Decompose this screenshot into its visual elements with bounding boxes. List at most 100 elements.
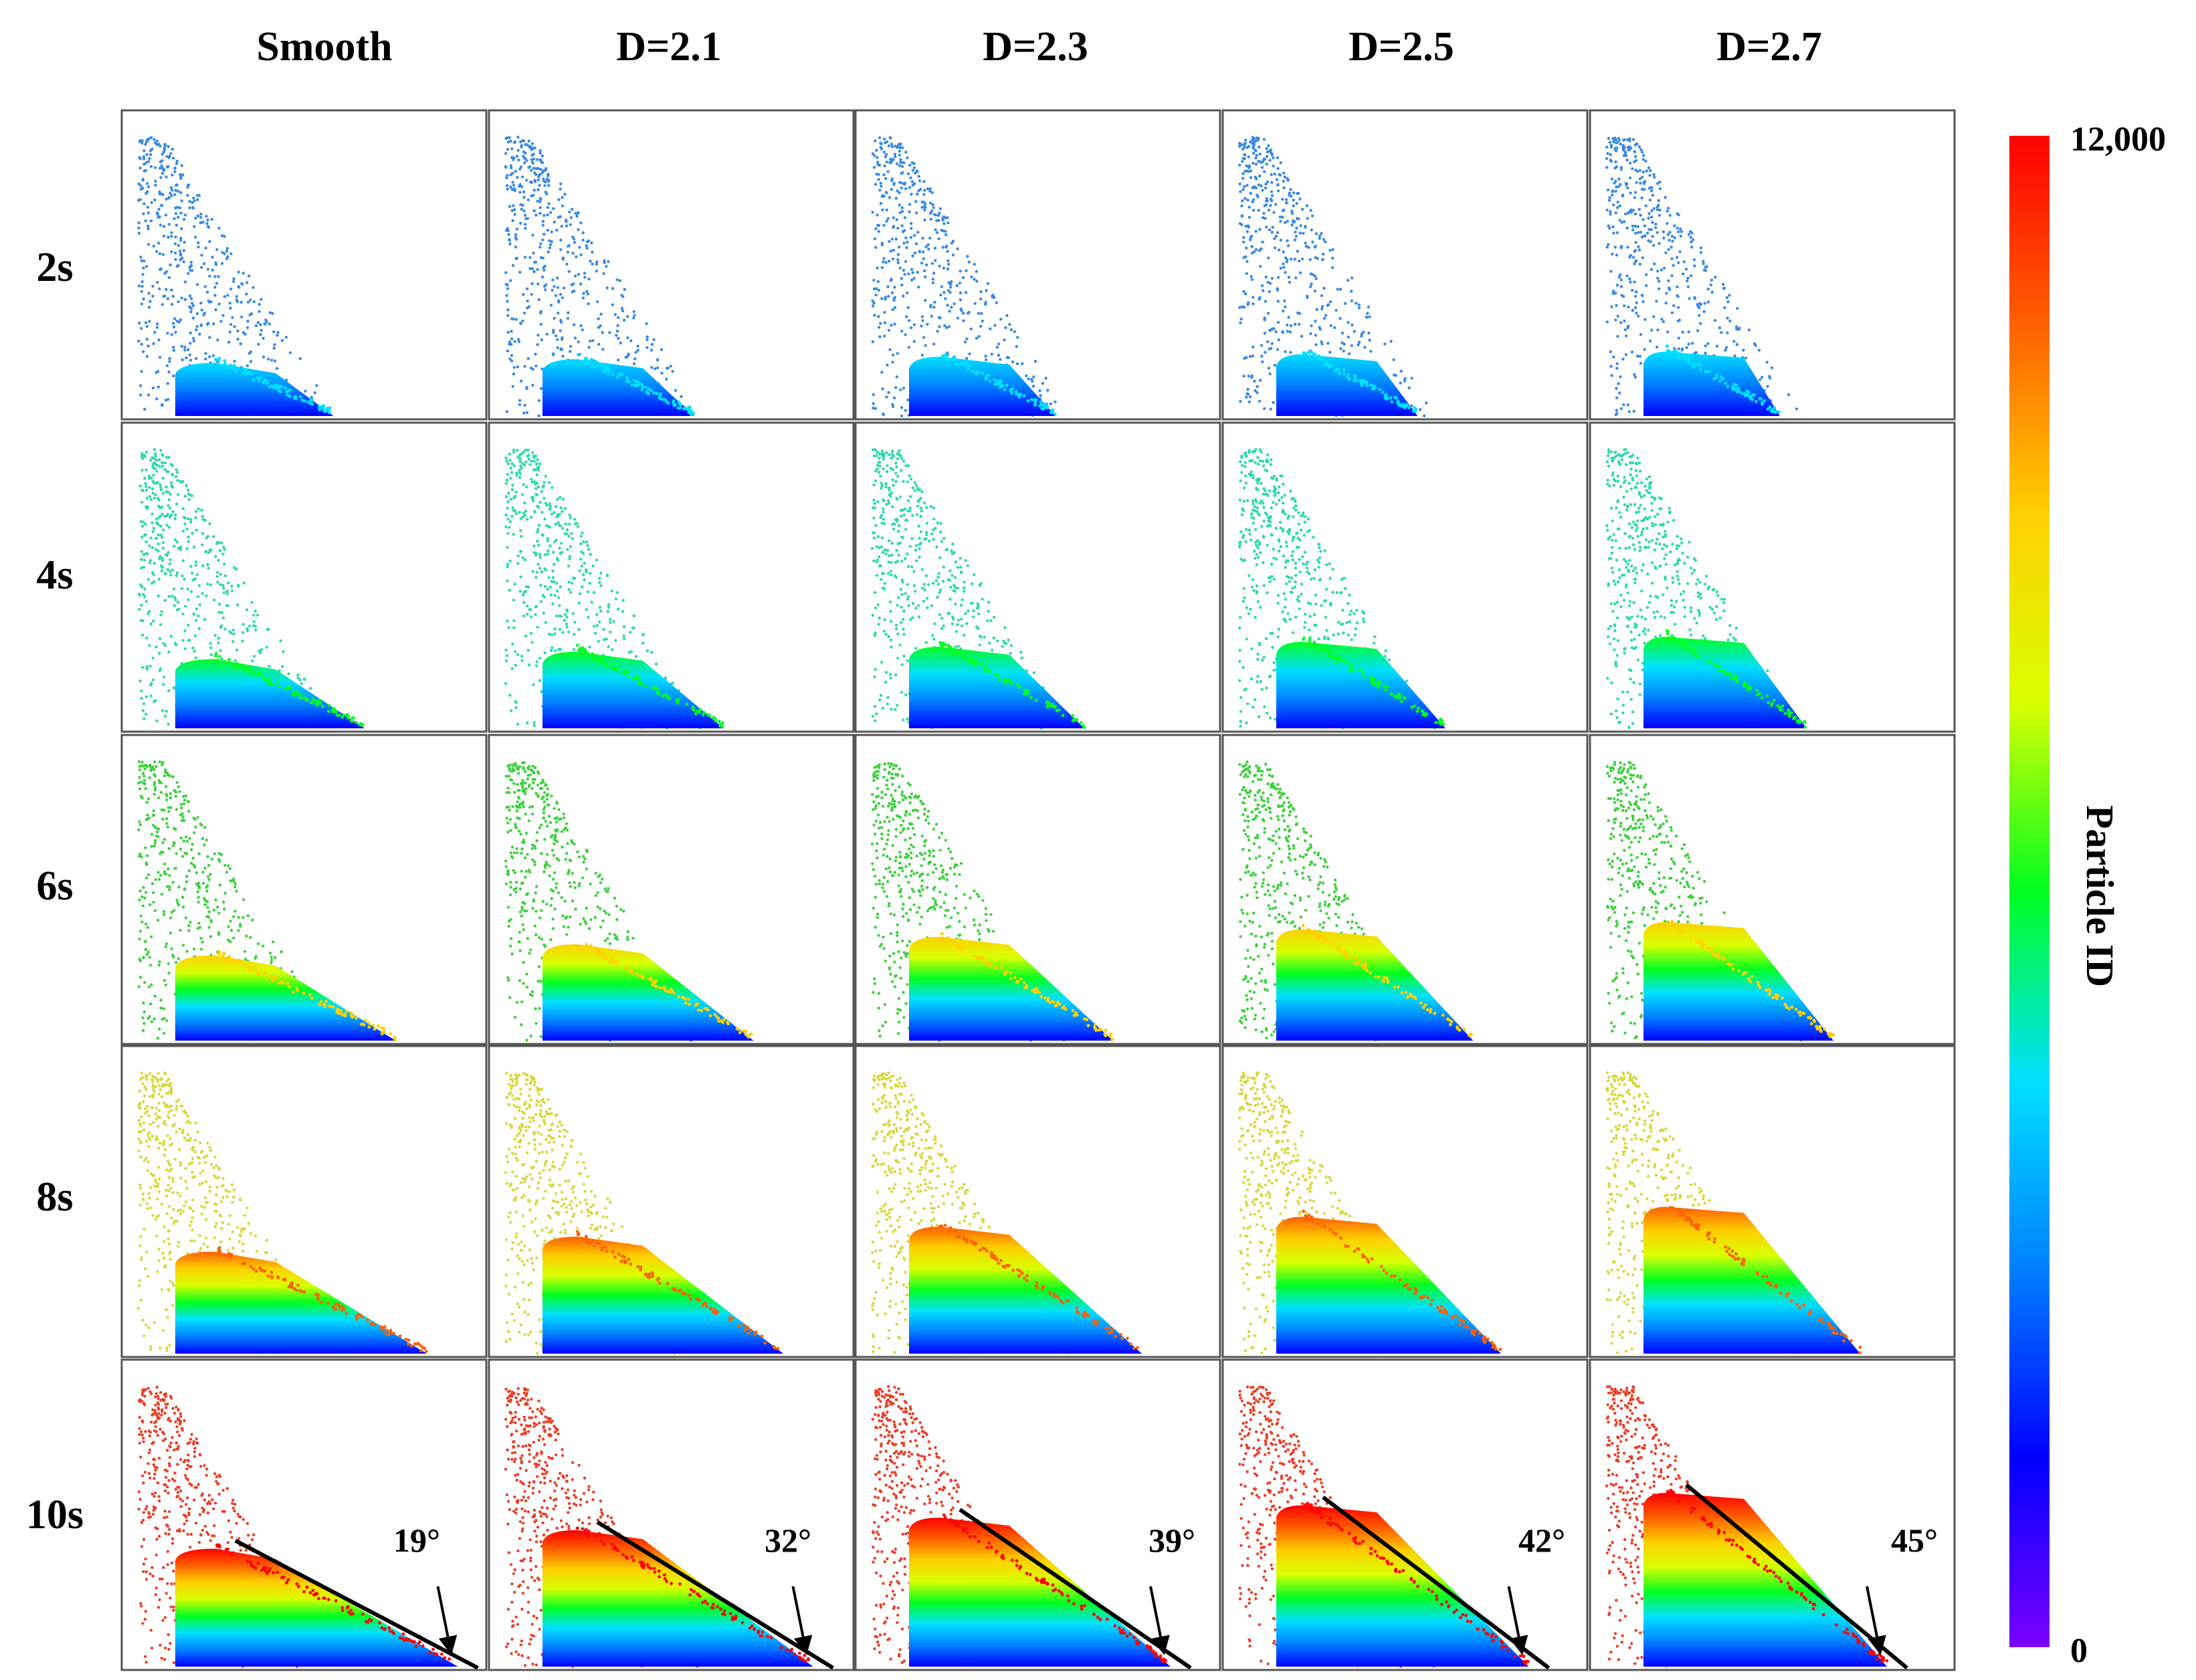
pile-surface-particles xyxy=(217,1246,428,1353)
panel-d27-4s xyxy=(1589,421,1956,733)
panel-d23-10s xyxy=(854,1358,1221,1671)
panel-d25-2s xyxy=(1221,109,1589,421)
deposit-pile xyxy=(909,936,1113,1041)
column-headers: Smooth D=2.1 D=2.3 D=2.5 D=2.7 xyxy=(256,24,1821,70)
row-label-6s: 6s xyxy=(36,863,73,909)
slope-line xyxy=(596,1520,835,1670)
column-header-smooth: Smooth xyxy=(256,24,392,70)
panel-d25-4s xyxy=(1221,421,1589,733)
falling-particles xyxy=(1238,1385,1435,1668)
row-label-8s: 8s xyxy=(36,1174,73,1220)
colorbar-max-label: 12,000 xyxy=(2070,120,2166,159)
panel-smooth-8s xyxy=(120,1045,488,1358)
panel-frame xyxy=(488,421,855,733)
panel-d25-6s xyxy=(1221,734,1589,1045)
panel-smooth-10s xyxy=(120,1358,488,1671)
pile-surface-particles xyxy=(1302,350,1418,413)
panel-d25-8s xyxy=(1221,1045,1589,1358)
pile-surface-particles xyxy=(585,942,753,1039)
panel-frame xyxy=(488,734,855,1045)
panel-d21-6s xyxy=(488,734,855,1045)
panel-d23-4s xyxy=(854,421,1221,733)
panel-frame xyxy=(854,1358,1221,1671)
panel-frame xyxy=(120,734,488,1045)
slope-line xyxy=(234,1539,479,1670)
pile-surface-particles xyxy=(938,641,1086,729)
deposit-pile xyxy=(909,647,1084,728)
deposit-pile xyxy=(542,651,724,728)
panel-smooth-4s xyxy=(120,421,488,733)
deposit-pile xyxy=(909,1517,1171,1667)
row-label-4s: 4s xyxy=(36,552,73,598)
angle-arrow xyxy=(436,1586,458,1655)
panel-frame xyxy=(1221,1045,1589,1358)
panel-frame xyxy=(1221,1358,1589,1671)
simulation-panels xyxy=(120,109,1956,1671)
deposit-pile xyxy=(1276,354,1418,416)
colorbar-title: Particle ID xyxy=(2078,805,2122,987)
angle-label-d21: 32° xyxy=(765,1521,811,1559)
panel-frame xyxy=(488,109,855,421)
pile-surface-particles xyxy=(575,643,724,728)
angle-label-smooth: 19° xyxy=(393,1521,440,1559)
column-header-d23: D=2.3 xyxy=(983,24,1088,70)
pile-surface-particles xyxy=(214,356,332,415)
pile-surface-particles xyxy=(1665,629,1807,729)
panel-frame xyxy=(1589,1045,1956,1358)
panel-d27-6s xyxy=(1589,734,1956,1045)
panel-frame xyxy=(854,109,1221,421)
pile-surface-particles xyxy=(940,932,1114,1041)
deposit-pile xyxy=(1643,1493,1887,1667)
pile-surface-particles xyxy=(575,1526,810,1663)
pile-surface-particles xyxy=(577,353,696,417)
panel-d27-2s xyxy=(1589,109,1956,421)
panel-d23-8s xyxy=(854,1045,1221,1358)
deposit-pile xyxy=(542,1530,813,1667)
colorbar-gradient xyxy=(2009,136,2050,1647)
angle-labels: 19° 32° 39° 42° 45° xyxy=(393,1521,1938,1559)
panel-d21-10s xyxy=(488,1358,855,1671)
deposit-pile xyxy=(909,1227,1142,1354)
panel-frame xyxy=(488,1358,855,1671)
angle-label-d25: 42° xyxy=(1518,1521,1565,1559)
panel-frame xyxy=(120,1358,488,1671)
pile-surface-particles xyxy=(1666,344,1781,415)
deposit-pile xyxy=(542,1237,784,1354)
column-header-d27: D=2.7 xyxy=(1716,24,1822,70)
deposit-pile xyxy=(909,356,1056,416)
panel-frame xyxy=(120,1045,488,1358)
pile-surface-particles xyxy=(941,353,1057,416)
panel-d23-2s xyxy=(854,109,1221,421)
deposit-pile xyxy=(542,944,754,1041)
deposit-pile xyxy=(1643,351,1780,416)
pile-surface-particles xyxy=(575,1230,780,1351)
panel-d23-6s xyxy=(854,734,1221,1045)
colorbar-min-label: 0 xyxy=(2070,1632,2088,1670)
angle-label-d27: 45° xyxy=(1891,1521,1938,1559)
deposit-pile xyxy=(1643,922,1833,1041)
deposit-pile xyxy=(175,659,365,728)
deposit-pile xyxy=(1643,637,1807,728)
angle-arrow xyxy=(1507,1586,1528,1655)
panel-frame xyxy=(854,421,1221,733)
panel-frame xyxy=(120,109,488,421)
panel-frame xyxy=(1221,734,1589,1045)
pile-surface-particles xyxy=(938,1223,1139,1350)
panel-frame xyxy=(854,734,1221,1045)
falling-particles xyxy=(504,761,696,1043)
deposit-pile xyxy=(1276,1217,1501,1354)
panel-frame xyxy=(488,1045,855,1358)
panel-frame xyxy=(1221,109,1589,421)
column-header-d21: D=2.1 xyxy=(616,24,722,70)
deposit-pile xyxy=(175,1548,458,1667)
deposit-pile xyxy=(175,362,334,416)
panel-frame xyxy=(120,421,488,733)
deposit-pile xyxy=(1643,1206,1860,1354)
pile-surface-particles xyxy=(214,652,365,727)
deposit-pile xyxy=(542,358,694,416)
pile-surface-particles xyxy=(1301,924,1474,1037)
deposit-pile xyxy=(1276,641,1445,728)
panel-d21-8s xyxy=(488,1045,855,1358)
panel-frame xyxy=(1589,1358,1956,1671)
panel-frame xyxy=(854,1045,1221,1358)
